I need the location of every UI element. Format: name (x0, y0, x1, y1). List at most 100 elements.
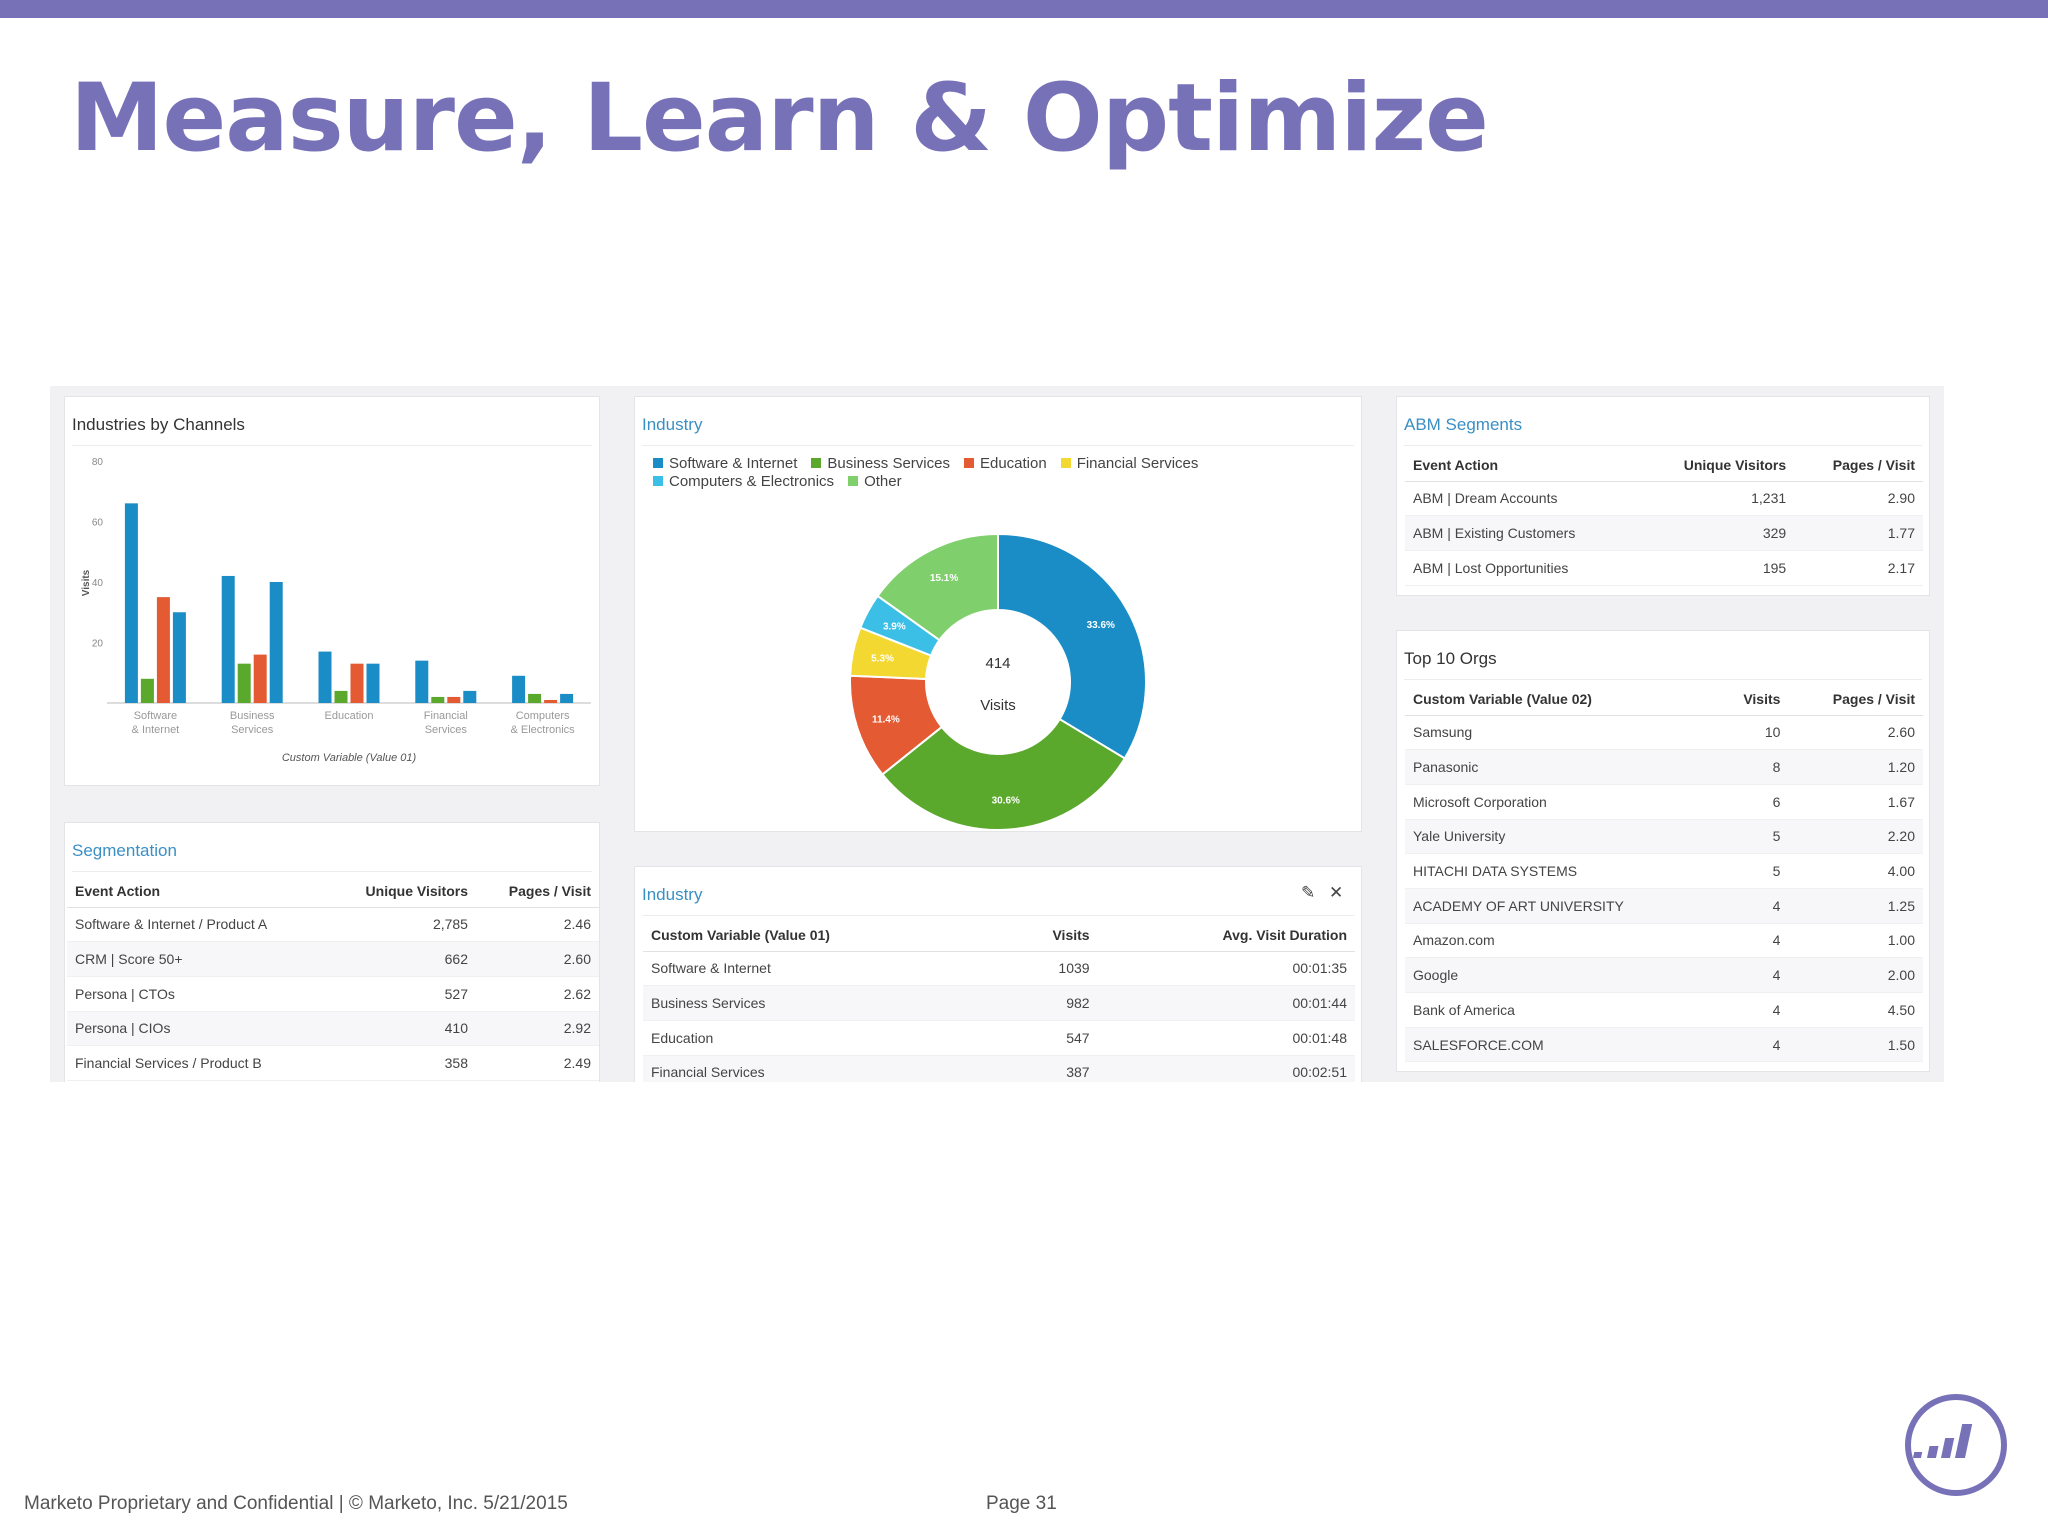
table-cell: 329 (1638, 515, 1795, 551)
legend-item[interactable]: Computers & Electronics (653, 473, 834, 491)
table-cell: 1.00 (1788, 923, 1923, 959)
table-cell: 1.50 (1788, 1027, 1923, 1063)
table-row[interactable]: Samsung 10 2.60 (1405, 715, 1923, 751)
table-cell: 195 (1638, 550, 1795, 586)
dashboard-screenshot: Industries by Channels 80 60 40 20 Visits Sof… (50, 386, 1944, 1082)
table-cell: Google (1405, 957, 1716, 993)
legend-item[interactable]: Other (848, 473, 902, 491)
donut-slice (997, 532, 1147, 760)
table-row[interactable]: Panasonic 8 1.20 (1405, 749, 1923, 785)
table-row[interactable]: HITACHI DATA SYSTEMS 5 4.00 (1405, 853, 1923, 889)
edit-icon[interactable]: ✎ (1301, 883, 1316, 902)
table-row[interactable]: Financial Services 387 00:02:51 (643, 1055, 1355, 1082)
bar (463, 690, 477, 703)
bar (431, 696, 445, 703)
bar (140, 678, 154, 703)
table-header-row: Custom Variable (Value 01) Visits Avg. Vis… (643, 919, 1355, 952)
top-orgs-title: Top 10 Orgs (1404, 649, 1497, 668)
table-cell: 2,785 (327, 907, 476, 943)
legend-item[interactable]: Education (963, 455, 1047, 473)
table-row[interactable]: Education 547 00:01:48 (643, 1020, 1355, 1056)
table-cell: 8 (1715, 749, 1789, 785)
table-row[interactable]: Yale University 5 2.20 (1405, 819, 1923, 855)
table-row[interactable]: Software & Internet / Product A 2,785 2.46 (67, 907, 599, 943)
table-cell: ACADEMY OF ART UNIVERSITY (1405, 888, 1716, 924)
slice-label: 11.4% (872, 715, 900, 726)
column-header[interactable]: Event Action (1405, 449, 1639, 482)
table-cell: Yale University (1405, 819, 1716, 855)
table-cell: HITACHI DATA SYSTEMS (1405, 853, 1716, 889)
column-header[interactable]: Avg. Visit Duration (1097, 919, 1355, 952)
top-accent-bar (0, 0, 2048, 18)
slice-label: 30.6% (992, 796, 1020, 807)
column-header[interactable]: Pages / Visit (1794, 449, 1923, 482)
donut-center-label: Visits (980, 697, 1016, 714)
table-cell: 2.00 (1788, 957, 1923, 993)
donut-chart-panel: Industry Software & Internet Business Ser… (634, 396, 1362, 832)
legend-item[interactable]: Software & Internet (653, 455, 797, 473)
table-row[interactable]: Microsoft Corporation 6 1.67 (1405, 784, 1923, 820)
table-cell: 00:01:48 (1097, 1020, 1355, 1056)
table-row[interactable]: Google 4 2.00 (1405, 957, 1923, 993)
segmentation-title: Segmentation (72, 841, 177, 860)
table-row[interactable]: Financial Services / Product B 358 2.49 (67, 1045, 599, 1081)
bar (334, 690, 348, 703)
x-tick-label: Services (425, 724, 468, 736)
table-cell: 4.50 (1788, 992, 1923, 1028)
table-row[interactable]: Bank of America 4 4.50 (1405, 992, 1923, 1028)
bar (447, 696, 461, 703)
table-row[interactable]: SALESFORCE.COM 4 1.50 (1405, 1027, 1923, 1063)
table-row[interactable]: ABM | Dream Accounts 1,231 2.90 (1405, 481, 1923, 517)
divider (72, 871, 592, 872)
table-cell: 4 (1715, 1027, 1789, 1063)
column-header[interactable]: Event Action (67, 875, 328, 908)
bar (366, 663, 380, 703)
column-header[interactable]: Pages / Visit (1788, 683, 1923, 716)
slice-label: 33.6% (1087, 620, 1115, 631)
table-cell: 00:01:44 (1097, 985, 1355, 1021)
column-header[interactable]: Custom Variable (Value 01) (643, 919, 1001, 952)
table-row[interactable]: CRM | Score 50+ 662 2.60 (67, 941, 599, 977)
table-row[interactable]: Amazon.com 4 1.00 (1405, 923, 1923, 959)
table-cell: 5 (1715, 819, 1789, 855)
column-header[interactable]: Visits (1000, 919, 1098, 952)
divider (642, 915, 1354, 916)
legend-item[interactable]: Business Services (811, 455, 950, 473)
column-header[interactable]: Pages / Visit (475, 875, 599, 908)
abm-segments-title: ABM Segments (1404, 415, 1523, 434)
bar (318, 651, 332, 703)
table-row[interactable]: ABM | Existing Customers 329 1.77 (1405, 515, 1923, 551)
legend-item[interactable]: Financial Services (1060, 455, 1198, 473)
divider (1404, 679, 1922, 680)
column-header[interactable]: Unique Visitors (327, 875, 476, 908)
donut-center-value: 414 (985, 655, 1010, 672)
column-header[interactable]: Custom Variable (Value 02) (1405, 683, 1716, 716)
legend-swatch (963, 458, 974, 468)
table-row[interactable]: Business Services 982 00:01:44 (643, 985, 1355, 1021)
table-cell: 662 (327, 941, 476, 977)
donut-legend: Software & Internet Business Services Educ… (653, 455, 1273, 491)
top-orgs-table: Custom Variable (Value 02) Visits Pages / … (1405, 683, 1923, 1063)
table-row[interactable]: Persona | CTOs 527 2.62 (67, 976, 599, 1012)
table-cell: 410 (327, 1011, 476, 1047)
table-cell: Persona | CIOs (67, 1011, 328, 1047)
column-header[interactable]: Visits (1715, 683, 1789, 716)
legend-swatch (1060, 458, 1071, 468)
table-cell: Samsung (1405, 715, 1716, 751)
y-tick-label: 40 (92, 578, 104, 589)
column-header[interactable]: Unique Visitors (1638, 449, 1795, 482)
table-header-row: Event Action Unique Visitors Pages / Visit (67, 875, 599, 908)
close-icon[interactable]: ✕ (1329, 883, 1344, 902)
table-row[interactable]: Persona | CIOs 410 2.92 (67, 1011, 599, 1047)
table-row[interactable]: ABM | Lost Opportunities 195 2.17 (1405, 550, 1923, 586)
legend-label: Software & Internet (669, 455, 798, 472)
legend-label: Education (979, 455, 1047, 472)
table-cell: 982 (1000, 985, 1098, 1021)
table-row[interactable]: ACADEMY OF ART UNIVERSITY 4 1.25 (1405, 888, 1923, 924)
table-cell: 387 (1000, 1055, 1098, 1082)
table-cell: 00:01:35 (1097, 951, 1355, 987)
table-cell: 1.67 (1788, 784, 1923, 820)
table-row[interactable]: Software & Internet 1039 00:01:35 (643, 951, 1355, 987)
table-cell: 527 (327, 976, 476, 1012)
table-cell: Panasonic (1405, 749, 1716, 785)
